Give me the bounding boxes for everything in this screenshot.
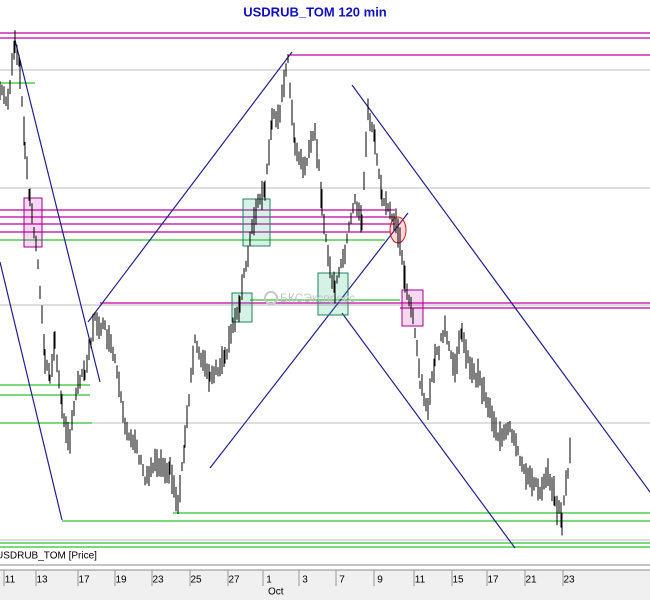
x-tick-label: 7	[339, 575, 345, 586]
chart-title: USDRUB_TOM 120 min	[243, 4, 387, 19]
x-tick-label: 13	[36, 575, 48, 586]
watermark: БКСЭкспресс	[264, 291, 355, 305]
x-tick-label: 9	[377, 575, 383, 586]
watermark-logo	[264, 291, 278, 305]
x-tick-label: 11	[415, 575, 426, 586]
trend-line	[341, 312, 516, 549]
zones	[23, 197, 424, 327]
resistance-lines	[0, 32, 650, 309]
x-tick-label: 23	[152, 575, 164, 586]
x-tick-label: 11	[5, 575, 16, 586]
panel-label: USDRUB_TOM [Price]	[0, 551, 97, 562]
x-tick-label: 25	[190, 575, 202, 586]
grid	[0, 69, 650, 541]
trend-line	[0, 261, 63, 521]
trend-line	[351, 84, 650, 493]
trend-line	[14, 39, 101, 383]
trend-lines	[0, 39, 650, 549]
price-bars	[0, 30, 571, 536]
zone-box	[317, 272, 349, 316]
x-tick-label: 17	[78, 575, 90, 586]
x-tick-label: 1	[266, 575, 272, 586]
watermark-text: БКСЭкспресс	[280, 291, 355, 305]
x-tick-label: 19	[115, 575, 127, 586]
x-tick-label: 23	[563, 575, 575, 586]
trend-line	[87, 51, 293, 323]
x-tick-label: 21	[525, 575, 537, 586]
x-tick-label: 3	[302, 575, 308, 586]
x-tick-label: 17	[487, 575, 499, 586]
x-axis-strip	[0, 570, 650, 600]
x-tick-label: 15	[452, 575, 464, 586]
month-label: Oct	[268, 587, 284, 598]
zone-box	[23, 197, 43, 248]
x-tick-label: 27	[228, 575, 240, 586]
trend-line	[209, 212, 409, 469]
x-axis: 11 13 17 19 23 25 27 1 3 7 9 11 15 17 21 23	[3, 570, 575, 586]
